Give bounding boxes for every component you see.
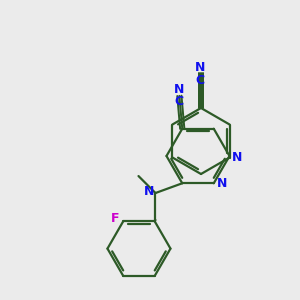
Text: N: N [144,185,154,198]
Text: N: N [232,151,242,164]
Text: C: C [175,95,184,108]
Text: C: C [196,74,205,87]
Text: N: N [195,61,206,74]
Text: N: N [174,83,184,96]
Text: F: F [111,212,119,225]
Text: N: N [217,177,227,190]
